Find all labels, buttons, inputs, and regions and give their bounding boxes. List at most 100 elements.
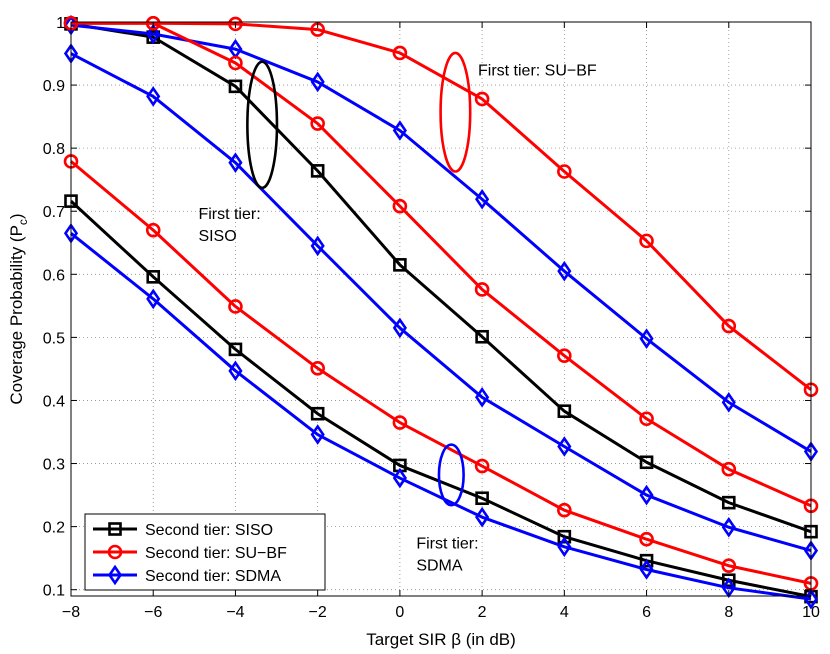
series-0 [63,15,819,398]
data-point [474,282,490,297]
data-point [721,558,737,574]
annotation-line: SDMA [416,558,463,575]
data-point [392,198,408,214]
data-point [557,529,572,544]
data-point [721,573,736,588]
data-point [639,559,654,580]
data-point [228,16,243,32]
data-point [639,531,654,547]
data-point [474,458,490,474]
axes-box [70,21,812,597]
x-tick-label: −4 [226,604,244,621]
series-line [69,200,812,599]
data-point [557,260,572,282]
y-axis-label-subscript: c [16,219,30,225]
data-point [475,188,490,210]
data-point [721,461,737,477]
data-point [475,329,489,344]
legend-entry-0: Second tier: SISO [93,522,273,539]
data-point [310,360,325,376]
legend-entry-2: Second tier: SDMA [93,564,281,586]
annotation-1: First tier: SISO [198,60,279,245]
data-point [475,387,490,408]
data-point [721,392,736,413]
data-point [474,91,490,107]
y-tick-label: 0.4 [43,393,65,410]
data-point [639,411,654,427]
data-point [310,235,325,257]
data-point [228,55,243,71]
y-tick-label: 0.5 [43,330,65,347]
data-point [557,404,572,418]
data-point [145,15,161,31]
data-point [310,424,325,445]
legend-label: Second tier: SISO [145,522,273,539]
ticks: −8 −6 −4 −2 0 2 4 6 8 10 0.1 0.2 0.3 0.4 0.5 0.6 0.7 0.8 0… [43,15,820,621]
data-point [228,152,243,173]
x-axis-label: Target SIR β (in dB) [366,630,516,649]
data-point [310,116,325,131]
x-tick-label: −8 [62,604,80,621]
x-tick-label: −2 [309,604,327,621]
annotation-ellipse [439,51,472,173]
data-point [721,318,737,334]
y-tick-label: 0.7 [43,204,65,221]
series-line [70,160,812,585]
x-tick-label: 4 [560,604,569,621]
data-point [392,45,408,61]
x-tick-label: 0 [395,604,404,621]
y-tick-label: 1 [56,15,65,32]
data-point [557,436,572,457]
x-tick-label: 2 [478,604,487,621]
y-axis-label: Coverage Probability (Pc) [7,213,30,404]
data-point [557,348,572,363]
data-point [145,222,161,238]
x-tick-label: 10 [802,604,820,621]
y-tick-label: 0.6 [43,267,65,284]
x-tick-label: 6 [642,604,651,621]
annotation-label: First tier: SU−BF [478,63,597,80]
data-point [475,491,489,506]
legend: Second tier: SISO Second tier: SU−BF Secon… [84,513,326,591]
data-point [392,467,407,489]
data-point [721,495,736,510]
data-point [146,86,161,107]
annotation-line: First tier: [198,206,260,223]
data-point [557,536,572,558]
data-point [310,164,325,178]
annotation-ellipse [246,60,279,190]
data-point [228,342,243,357]
y-tick-label: 0.1 [43,583,65,600]
data-point [310,71,325,93]
data-point [393,258,407,272]
data-point [639,328,654,349]
legend-marker [107,564,123,586]
annotation-0: First tier: SU−BF [439,51,597,173]
legend-label: Second tier: SU−BF [145,545,287,562]
data-point [146,23,161,45]
data-point [146,270,161,284]
data-point [228,79,243,94]
y-tick-label: 0.2 [43,520,65,537]
annotation-2: First tier: SDMA [416,443,479,575]
y-tick-label: 0.9 [43,78,65,95]
series-line [71,21,812,391]
data-point [228,299,243,314]
series-line [70,22,812,534]
series-line [71,21,812,508]
annotation-line: First tier: [416,536,478,553]
legend-marker [107,544,123,560]
x-tick-label: −6 [144,604,162,621]
x-tick-label: 8 [724,604,733,621]
data-point [557,502,572,518]
data-point [639,233,654,249]
data-point [392,317,407,339]
series-line [70,52,812,553]
data-point [310,406,325,421]
data-point [639,484,654,506]
data-point [146,288,161,310]
y-tick-label: 0.3 [43,457,65,474]
annotation-label: First tier: SISO [198,206,260,245]
